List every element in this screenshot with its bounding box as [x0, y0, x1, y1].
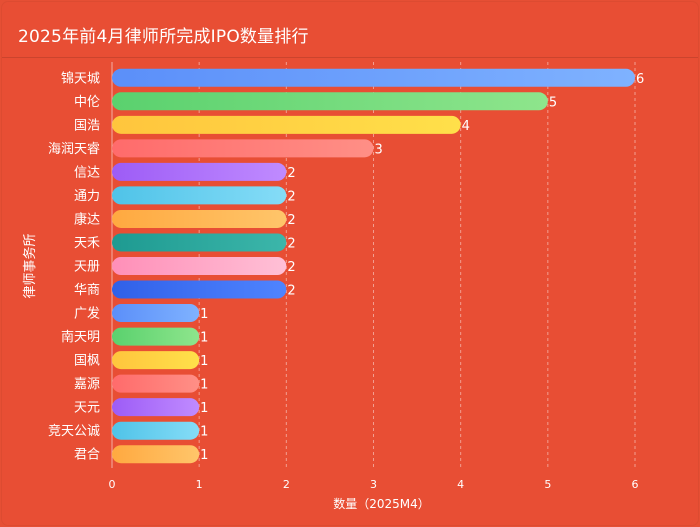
bar — [112, 186, 287, 205]
value-label: 1 — [200, 378, 208, 393]
value-label: 1 — [200, 425, 208, 440]
category-label: 华商 — [74, 283, 100, 298]
category-label: 天元 — [74, 401, 100, 416]
category-label: 中伦 — [74, 95, 100, 110]
category-label: 天禾 — [74, 236, 100, 251]
bar — [112, 398, 200, 417]
x-tick-label: 3 — [370, 478, 377, 491]
category-label: 海润天睿 — [48, 142, 100, 157]
bar — [112, 162, 287, 181]
value-label: 2 — [287, 213, 295, 228]
chart-title: 2025年前4月律师所完成IPO数量排行 — [18, 27, 309, 47]
category-label: 天册 — [74, 260, 100, 275]
bar — [112, 351, 200, 370]
bar — [112, 374, 200, 393]
x-tick-label: 0 — [109, 478, 116, 491]
category-label: 信达 — [74, 165, 100, 180]
value-label: 2 — [287, 260, 295, 275]
category-label: 国浩 — [74, 118, 100, 133]
value-label: 2 — [287, 166, 295, 181]
bar — [112, 304, 200, 323]
bar — [112, 115, 461, 134]
x-tick-label: 5 — [544, 478, 551, 491]
x-tick-label: 6 — [632, 478, 639, 491]
x-tick-label: 4 — [457, 478, 464, 491]
x-tick-label: 2 — [283, 478, 290, 491]
category-label: 通力 — [74, 189, 100, 204]
bar — [112, 421, 200, 440]
bar — [112, 139, 374, 158]
value-label: 3 — [375, 142, 383, 157]
bar — [112, 280, 287, 299]
value-label: 1 — [200, 448, 208, 463]
bar — [112, 327, 200, 346]
value-label: 5 — [549, 95, 557, 110]
category-label: 广发 — [74, 306, 100, 322]
x-tick-label: 1 — [196, 478, 203, 491]
bar — [112, 68, 635, 87]
category-label: 君合 — [74, 448, 100, 463]
category-label: 南天明 — [61, 329, 100, 345]
x-axis-title: 数量（2025M4） — [333, 496, 430, 511]
y-axis-title: 律师事务所 — [22, 233, 38, 298]
value-label: 1 — [200, 401, 208, 416]
value-label: 1 — [200, 331, 208, 346]
bar — [112, 233, 287, 252]
bar — [112, 257, 287, 275]
category-label: 康达 — [74, 211, 100, 227]
value-label: 2 — [287, 189, 295, 204]
bar — [112, 445, 200, 464]
category-label: 嘉源 — [74, 377, 100, 392]
bar-layer — [112, 68, 635, 464]
category-label: 竞天公诚 — [48, 423, 100, 439]
title-divider — [2, 57, 698, 58]
bar — [112, 92, 548, 111]
value-label: 2 — [287, 236, 295, 251]
value-label: 1 — [200, 307, 208, 322]
value-label: 1 — [200, 354, 208, 369]
category-label: 锦天城 — [61, 71, 100, 86]
value-label: 6 — [636, 72, 644, 87]
value-label: 2 — [287, 284, 295, 299]
category-label: 国枫 — [74, 354, 100, 369]
label-layer: 0 1 2 3 4 5 6 锦天城 6 中伦 5 国浩 4 海润天睿 3 信达 2 通力 2 康达 2 天禾 2 天册 2 华商 2… — [48, 71, 644, 491]
value-label: 4 — [462, 119, 470, 134]
bar — [112, 209, 287, 228]
